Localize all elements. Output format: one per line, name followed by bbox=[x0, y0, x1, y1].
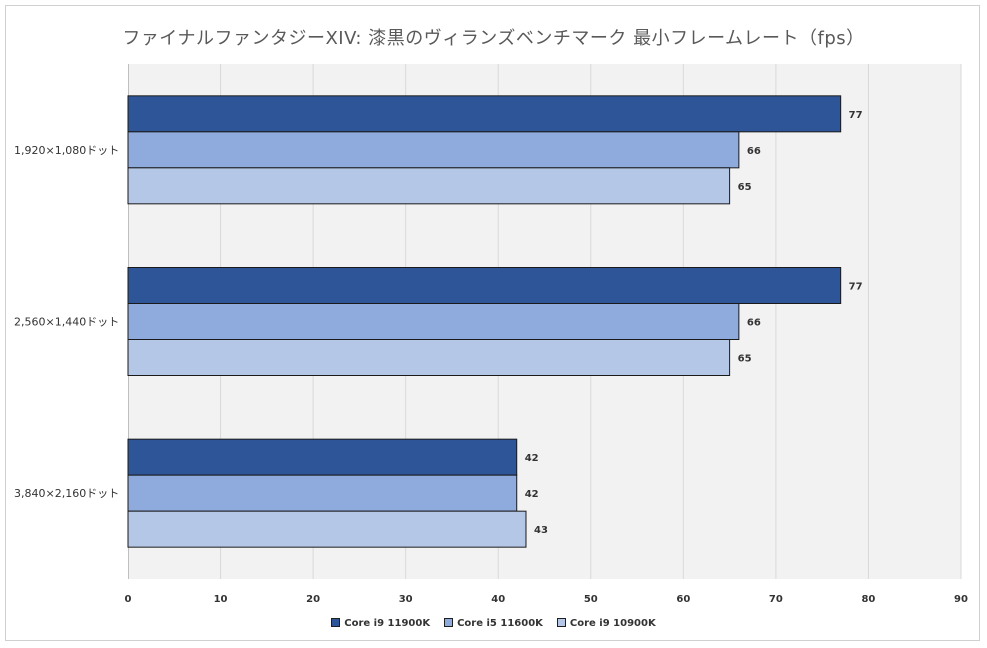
x-tick-label-40: 40 bbox=[491, 594, 505, 605]
legend-label-2: Core i5 11600K bbox=[457, 618, 543, 629]
x-tick-label-90: 90 bbox=[954, 594, 968, 605]
data-label-3-2: 42 bbox=[525, 489, 539, 500]
data-label-3-3: 43 bbox=[534, 525, 548, 536]
data-label-1-1: 77 bbox=[849, 110, 863, 121]
bar-2-2 bbox=[127, 303, 740, 340]
category-label-1: 1,920×1,080ドット bbox=[14, 144, 119, 157]
x-tick-label-10: 10 bbox=[214, 594, 228, 605]
chart-frame: ファイナルファンタジーXIV: 漆黒のヴィランズベンチマーク 最小フレームレート… bbox=[5, 5, 980, 641]
data-label-1-2: 66 bbox=[747, 146, 761, 157]
legend-swatch-2 bbox=[444, 617, 454, 627]
x-tick-label-20: 20 bbox=[306, 594, 320, 605]
data-label-2-3: 65 bbox=[738, 354, 752, 365]
bar-chart: 0 10 20 30 40 50 60 70 80 90 1,920×1,080ドット 77 66 65 2… bbox=[14, 64, 968, 605]
legend-item-1: Core i9 11900K bbox=[331, 617, 431, 629]
data-label-1-3: 65 bbox=[738, 182, 752, 193]
legend-swatch-1 bbox=[331, 617, 341, 627]
legend: Core i9 11900K Core i5 11600K Core i9 1090… bbox=[6, 617, 981, 629]
bar-3-1 bbox=[127, 438, 518, 476]
bar-1-1 bbox=[127, 95, 842, 133]
bar-1-2 bbox=[127, 131, 740, 169]
bar-1-3 bbox=[127, 167, 731, 205]
legend-item-3: Core i9 10900K bbox=[556, 617, 656, 629]
x-tick-label-0: 0 bbox=[125, 594, 132, 605]
x-tick-label-50: 50 bbox=[584, 594, 598, 605]
x-tick-label-70: 70 bbox=[769, 594, 783, 605]
legend-label-3: Core i9 10900K bbox=[569, 618, 656, 629]
category-label-2: 2,560×1,440ドット bbox=[14, 316, 119, 329]
bar-3-3 bbox=[127, 510, 527, 548]
data-label-2-1: 77 bbox=[849, 282, 863, 293]
chart-title: ファイナルファンタジーXIV: 漆黒のヴィランズベンチマーク 最小フレームレート… bbox=[122, 28, 865, 49]
x-tick-label-60: 60 bbox=[676, 594, 690, 605]
legend-label-1: Core i9 11900K bbox=[344, 618, 431, 629]
x-tick-label-80: 80 bbox=[861, 594, 875, 605]
category-label-3: 3,840×2,160ドット bbox=[14, 487, 119, 500]
legend-swatch-3 bbox=[556, 617, 566, 627]
legend-item-2: Core i5 11600K bbox=[444, 617, 543, 629]
x-tick-label-30: 30 bbox=[399, 594, 413, 605]
data-label-3-1: 42 bbox=[525, 453, 539, 464]
bar-3-2 bbox=[127, 474, 518, 512]
bar-2-3 bbox=[127, 339, 731, 376]
bar-2-1 bbox=[127, 267, 842, 304]
data-label-2-2: 66 bbox=[747, 318, 761, 329]
